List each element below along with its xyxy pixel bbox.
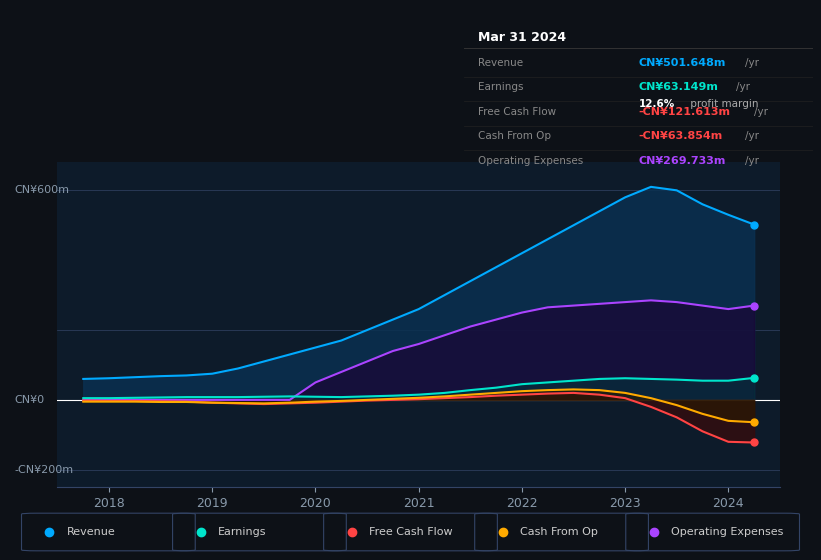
Text: Earnings: Earnings [218, 527, 266, 537]
Text: -CN¥63.854m: -CN¥63.854m [639, 132, 722, 142]
Text: Operating Expenses: Operating Expenses [478, 156, 583, 166]
Text: Free Cash Flow: Free Cash Flow [478, 107, 556, 117]
Text: Mar 31 2024: Mar 31 2024 [478, 31, 566, 44]
Text: CN¥269.733m: CN¥269.733m [639, 156, 726, 166]
Text: Earnings: Earnings [478, 82, 523, 92]
Text: CN¥0: CN¥0 [14, 395, 44, 405]
Text: Revenue: Revenue [67, 527, 116, 537]
Text: CN¥600m: CN¥600m [14, 185, 69, 195]
Text: Operating Expenses: Operating Expenses [671, 527, 783, 537]
Text: Free Cash Flow: Free Cash Flow [369, 527, 452, 537]
Text: /yr: /yr [736, 82, 750, 92]
Text: /yr: /yr [754, 107, 768, 117]
Text: Cash From Op: Cash From Op [478, 132, 551, 142]
Text: Cash From Op: Cash From Op [520, 527, 598, 537]
Text: Revenue: Revenue [478, 58, 523, 68]
Text: -CN¥121.613m: -CN¥121.613m [639, 107, 731, 117]
Text: profit margin: profit margin [687, 99, 759, 109]
Text: CN¥501.648m: CN¥501.648m [639, 58, 726, 68]
Text: -CN¥200m: -CN¥200m [14, 465, 73, 475]
Text: /yr: /yr [745, 58, 759, 68]
Text: /yr: /yr [745, 156, 759, 166]
Text: /yr: /yr [745, 132, 759, 142]
Text: 12.6%: 12.6% [639, 99, 675, 109]
Text: CN¥63.149m: CN¥63.149m [639, 82, 718, 92]
